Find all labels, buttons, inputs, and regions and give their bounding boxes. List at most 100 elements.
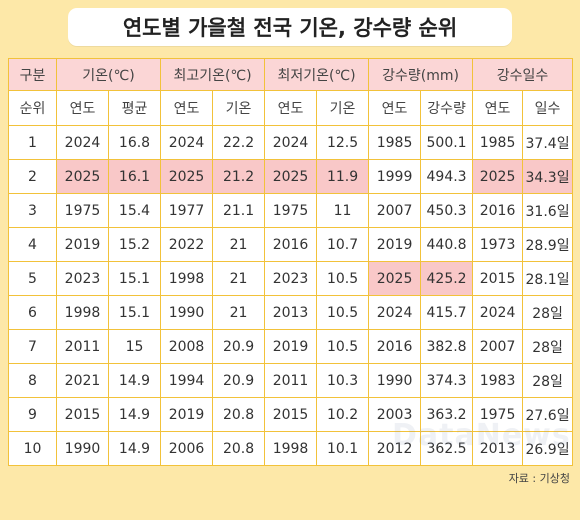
- table-cell: 2003: [368, 397, 422, 432]
- table-cell: 2021: [56, 363, 109, 398]
- highlighted-cell: 21.2: [212, 159, 266, 194]
- table-cell: 28.9일: [522, 227, 574, 262]
- table-cell: 10.3: [316, 363, 370, 398]
- table-cell: 20.8: [212, 431, 266, 466]
- table-cell: 14.9: [107, 431, 162, 466]
- sub-header-year: 연도: [56, 90, 109, 126]
- highlighted-cell: 2025: [56, 159, 109, 194]
- table-row: 7 2011 15 2008 20.9 2019 10.5 2016 382.8…: [8, 329, 574, 364]
- table-cell: 2015: [264, 397, 318, 432]
- table-cell: 2012: [368, 431, 422, 466]
- table-cell: 28일: [522, 363, 574, 398]
- table-cell: 37.4일: [522, 125, 574, 160]
- table-cell: 415.7: [420, 295, 474, 330]
- sub-header-year: 연도: [472, 90, 524, 126]
- table-cell: 7: [8, 329, 57, 364]
- table-cell: 2011: [264, 363, 318, 398]
- table-cell: 10.1: [316, 431, 370, 466]
- table-cell: 2019: [368, 227, 422, 262]
- table-cell: 15.1: [107, 295, 162, 330]
- sub-header-average: 평균: [107, 90, 162, 126]
- table-cell: 1998: [264, 431, 318, 466]
- table-cell: 9: [8, 397, 57, 432]
- table-cell: 1975: [56, 193, 109, 228]
- table-cell: 5: [8, 261, 57, 296]
- table-cell: 363.2: [420, 397, 474, 432]
- table-cell: 1990: [160, 295, 214, 330]
- highlighted-cell: 16.1: [107, 159, 162, 194]
- table-cell: 1: [8, 125, 57, 160]
- table-cell: 16.8: [107, 125, 162, 160]
- table-cell: 1998: [56, 295, 109, 330]
- header-group-max-temperature: 최고기온(℃): [160, 58, 266, 91]
- table-cell: 2: [8, 159, 57, 194]
- table-cell: 15.2: [107, 227, 162, 262]
- table-row: 4 2019 15.2 2022 21 2016 10.7 2019 440.8…: [8, 227, 574, 262]
- table-cell: 1975: [472, 397, 524, 432]
- table-cell: 2016: [472, 193, 524, 228]
- sub-header-year: 연도: [160, 90, 214, 126]
- table-cell: 10.5: [316, 329, 370, 364]
- table-cell: 11: [316, 193, 370, 228]
- table-cell: 2024: [160, 125, 214, 160]
- table-cell: 2024: [472, 295, 524, 330]
- highlighted-cell: 425.2: [420, 261, 474, 296]
- header-group-min-temperature: 최저기온(℃): [264, 58, 370, 91]
- table-cell: 2007: [368, 193, 422, 228]
- table-cell: 3: [8, 193, 57, 228]
- table-cell: 2015: [56, 397, 109, 432]
- table-cell: 2019: [264, 329, 318, 364]
- table-cell: 14.9: [107, 397, 162, 432]
- table-cell: 2019: [56, 227, 109, 262]
- table-cell: 2011: [56, 329, 109, 364]
- table-cell: 374.3: [420, 363, 474, 398]
- table-cell: 1994: [160, 363, 214, 398]
- ranking-table: 구분 기온(℃) 최고기온(℃) 최저기온(℃) 강수량(mm) 강수일수 순위…: [8, 58, 574, 466]
- sub-header-row: 순위 연도 평균 연도 기온 연도 기온 연도 강수량 연도 일수: [8, 90, 574, 126]
- table-cell: 2008: [160, 329, 214, 364]
- table-cell: 2016: [264, 227, 318, 262]
- table-cell: 2013: [264, 295, 318, 330]
- table-cell: 14.9: [107, 363, 162, 398]
- header-group-temperature: 기온(℃): [55, 58, 162, 91]
- table-cell: 1983: [472, 363, 524, 398]
- table-cell: 21: [212, 261, 266, 296]
- table-cell: 2016: [368, 329, 422, 364]
- source-note: 자료 : 기상청: [508, 472, 570, 485]
- sub-header-year: 연도: [368, 90, 422, 126]
- table-cell: 494.3: [420, 159, 474, 194]
- table-row: 5 2023 15.1 1998 21 2023 10.5 2025 425.2…: [8, 261, 574, 296]
- table-cell: 1975: [264, 193, 318, 228]
- table-cell: 20.8: [212, 397, 266, 432]
- table-cell: 1985: [368, 125, 422, 160]
- highlighted-cell: 11.9: [316, 159, 370, 194]
- highlighted-cell: 2025: [264, 159, 318, 194]
- header-group-row: 구분 기온(℃) 최고기온(℃) 최저기온(℃) 강수량(mm) 강수일수: [8, 58, 574, 91]
- table-cell: 15.1: [107, 261, 162, 296]
- sub-header-temperature: 기온: [212, 90, 266, 126]
- table-cell: 440.8: [420, 227, 474, 262]
- table-cell: 26.9일: [522, 431, 574, 466]
- table-row: 2 2025 16.1 2025 21.2 2025 11.9 1999 494…: [8, 159, 574, 194]
- table-cell: 1977: [160, 193, 214, 228]
- highlighted-cell: 2025: [472, 159, 524, 194]
- table-cell: 1973: [472, 227, 524, 262]
- header-group-category: 구분: [8, 58, 57, 91]
- table-cell: 12.5: [316, 125, 370, 160]
- page-title: 연도별 가을철 전국 기온, 강수량 순위: [68, 8, 512, 46]
- sub-header-year: 연도: [264, 90, 318, 126]
- sub-header-precipitation: 강수량: [420, 90, 474, 126]
- highlighted-cell: 34.3일: [522, 159, 574, 194]
- table-row: 8 2021 14.9 1994 20.9 2011 10.3 1990 374…: [8, 363, 574, 398]
- table-cell: 1999: [368, 159, 422, 194]
- table-cell: 15: [107, 329, 162, 364]
- table-cell: 10: [8, 431, 57, 466]
- table-cell: 450.3: [420, 193, 474, 228]
- table-cell: 21.1: [212, 193, 266, 228]
- table-row: 6 1998 15.1 1990 21 2013 10.5 2024 415.7…: [8, 295, 574, 330]
- table-cell: 10.5: [316, 261, 370, 296]
- table-cell: 31.6일: [522, 193, 574, 228]
- table-cell: 2015: [472, 261, 524, 296]
- sub-header-rank: 순위: [8, 90, 57, 126]
- table-cell: 28.1일: [522, 261, 574, 296]
